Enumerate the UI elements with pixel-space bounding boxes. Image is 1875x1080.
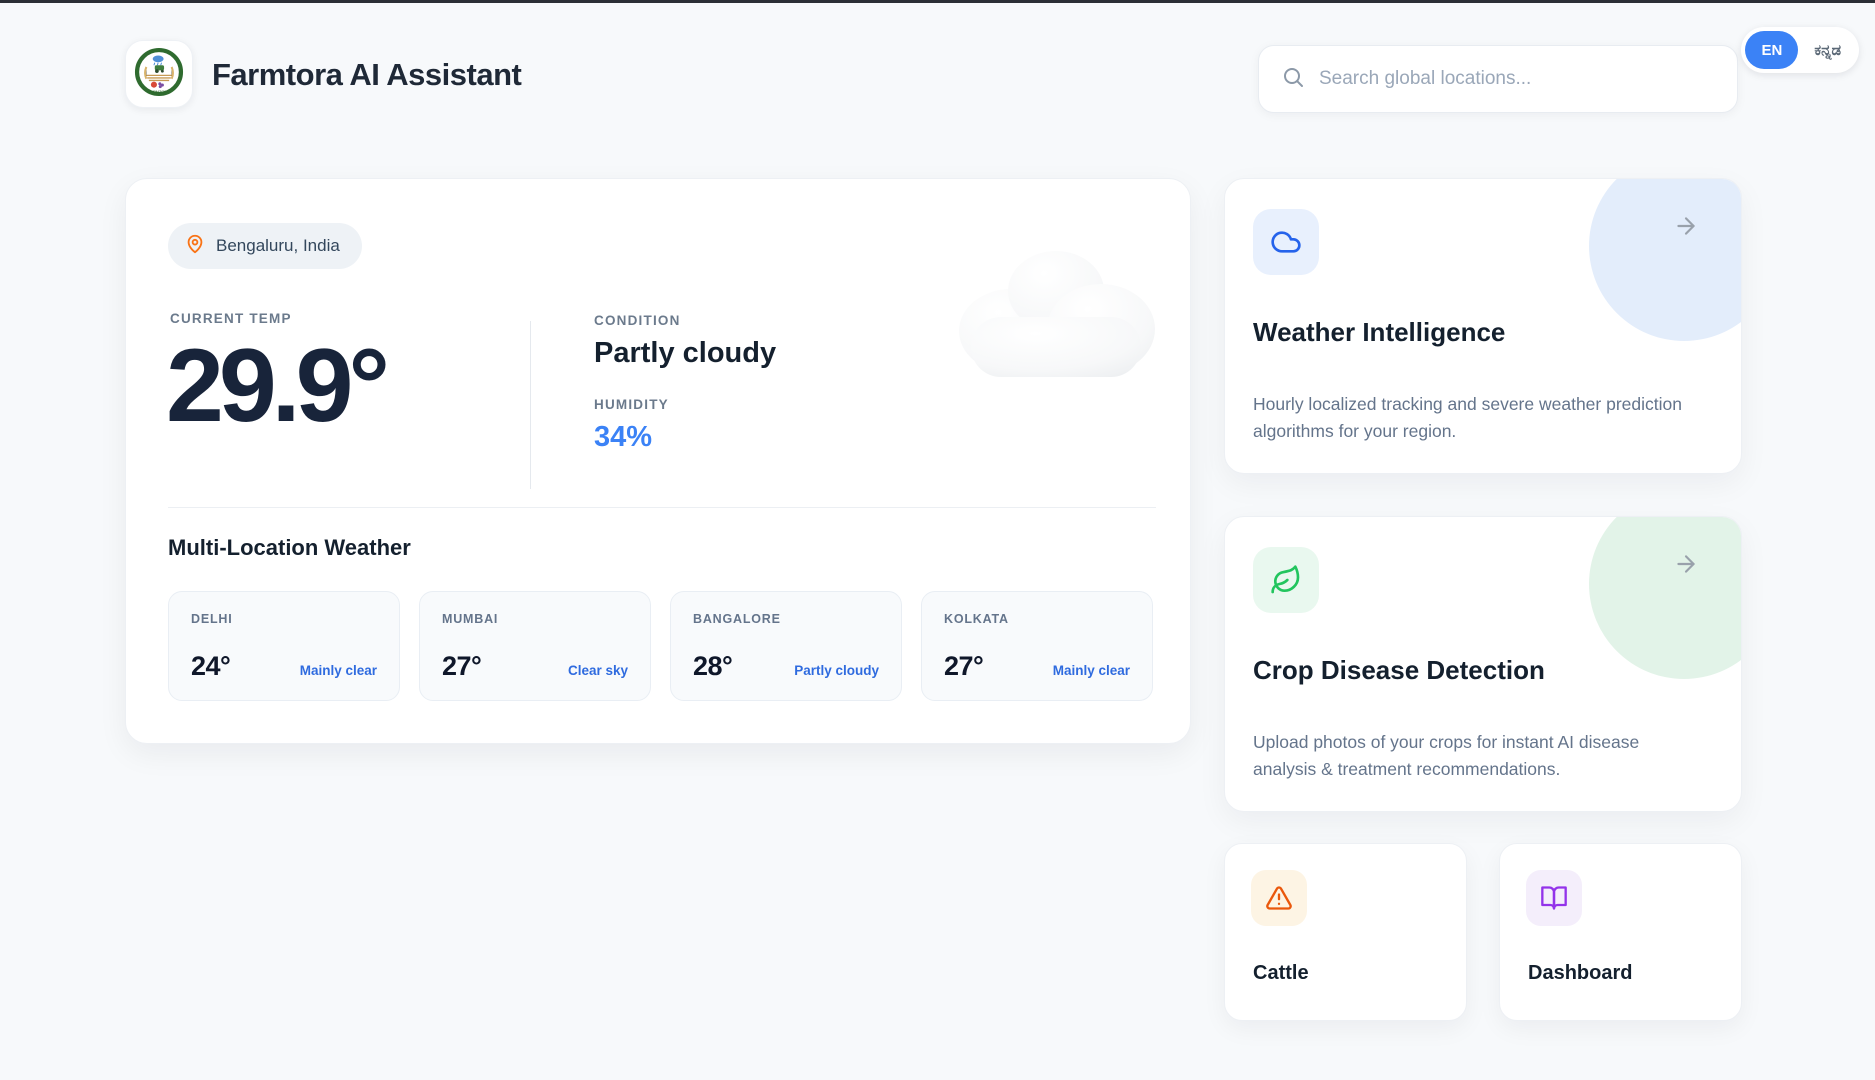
mini-temp-value: 27° [442, 651, 482, 681]
current-temp-value: 29.9° [166, 328, 390, 444]
mini-city-label: BANGALORE [693, 612, 781, 626]
feature-card-weather-intelligence[interactable]: Weather Intelligence Hourly localized tr… [1224, 178, 1742, 474]
shortcut-label: Cattle [1253, 962, 1309, 984]
language-toggle[interactable]: EN ಕನ್ನಡ [1741, 27, 1859, 73]
weather-mini-card-mumbai[interactable]: MUMBAI 27° Clear sky [419, 591, 651, 701]
decorative-circle [1589, 517, 1741, 679]
mini-condition-value: Mainly clear [1052, 663, 1130, 678]
farmtora-logo[interactable]: FARMTORA [125, 40, 193, 108]
temp-condition-divider [530, 321, 531, 489]
search-icon [1281, 65, 1305, 94]
mini-temp-value: 27° [944, 651, 984, 681]
mini-city-label: DELHI [191, 612, 233, 626]
feature-description: Upload photos of your crops for instant … [1253, 732, 1640, 780]
mini-condition-value: Partly cloudy [794, 663, 879, 678]
mini-condition-value: Mainly clear [299, 663, 377, 678]
weather-mini-card-kolkata[interactable]: KOLKATA 27° Mainly clear [921, 591, 1153, 701]
condition-value: Partly cloudy [594, 337, 777, 369]
farmtora-logo-icon: FARMTORA [132, 45, 186, 104]
mini-temp-value: 24° [191, 651, 231, 681]
search-input[interactable] [1319, 68, 1715, 90]
map-pin-icon [184, 233, 206, 260]
location-pill[interactable]: Bengaluru, India [168, 223, 362, 269]
cloud-illustration [953, 239, 1158, 394]
current-weather-card: Bengaluru, India CURRENT TEMP 29.9° COND… [125, 178, 1191, 744]
shortcut-card-dashboard[interactable]: Dashboard [1499, 843, 1742, 1021]
mini-city-label: KOLKATA [944, 612, 1009, 626]
global-search[interactable] [1258, 45, 1738, 113]
decorative-circle [1589, 179, 1741, 341]
arrow-right-icon [1673, 551, 1699, 582]
weather-mini-card-bangalore[interactable]: BANGALORE 28° Partly cloudy [670, 591, 902, 701]
multi-location-title: Multi-Location Weather [168, 535, 411, 560]
arrow-right-icon [1673, 213, 1699, 244]
feature-title: Crop Disease Detection [1253, 655, 1545, 685]
humidity-label: HUMIDITY [594, 397, 669, 412]
leaf-icon [1253, 547, 1319, 613]
location-name: Bengaluru, India [216, 236, 340, 255]
section-divider [168, 507, 1156, 508]
condition-label: CONDITION [594, 313, 681, 328]
open-book-icon [1526, 870, 1582, 926]
feature-card-crop-disease-detection[interactable]: Crop Disease Detection Upload photos of … [1224, 516, 1742, 812]
mini-temp-value: 28° [693, 651, 733, 681]
shortcut-label: Dashboard [1528, 962, 1633, 984]
humidity-value: 34% [594, 421, 653, 453]
language-en-button[interactable]: EN [1745, 31, 1799, 69]
mini-city-label: MUMBAI [442, 612, 499, 626]
weather-mini-card-delhi[interactable]: DELHI 24° Mainly clear [168, 591, 400, 701]
svg-text:FARMTORA: FARMTORA [148, 89, 170, 94]
cloud-icon [1253, 209, 1319, 275]
page-title: Farmtora AI Assistant [212, 57, 522, 92]
feature-title: Weather Intelligence [1253, 317, 1506, 347]
current-temp-label: CURRENT TEMP [170, 311, 292, 326]
feature-description: Hourly localized tracking and severe wea… [1253, 394, 1682, 442]
mini-condition-value: Clear sky [567, 663, 628, 678]
multi-location-grid: DELHI 24° Mainly clear MUMBAI 27° Clear … [168, 591, 1153, 701]
language-kannada-button[interactable]: ಕನ್ನಡ [1800, 31, 1855, 69]
window-top-edge [0, 0, 1875, 3]
shortcut-card-cattle[interactable]: Cattle [1224, 843, 1467, 1021]
warning-triangle-icon [1251, 870, 1307, 926]
